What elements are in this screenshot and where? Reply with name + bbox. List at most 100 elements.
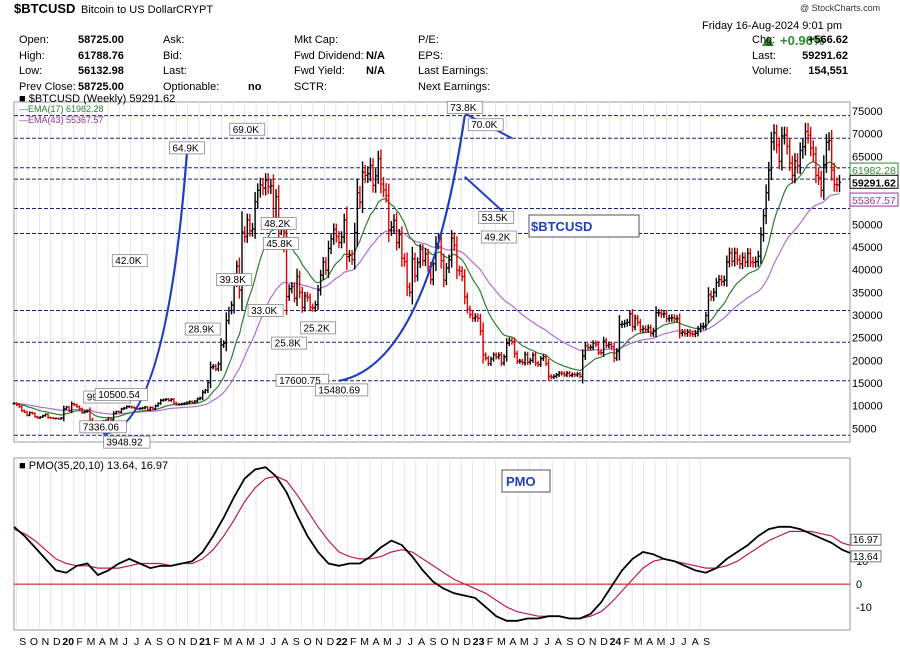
annotation-text: 15480.69: [318, 385, 360, 396]
symbol-box: $BTCUSD: [528, 214, 640, 238]
price-bar: [531, 352, 535, 363]
price-bar: [366, 166, 370, 183]
x-axis-label: N: [589, 636, 597, 648]
pmo-value-text: 13.64: [853, 552, 878, 563]
price-bar: [630, 308, 634, 332]
price-label-box: [849, 192, 899, 207]
price-bar: [169, 397, 173, 402]
ema17-line: [13, 161, 840, 419]
symbol-box-frame: [528, 214, 640, 238]
x-axis-label: F: [624, 636, 630, 648]
price-chart: 5000 10000 15000 20000 25000 30000 35000 40000 4…: [12, 93, 899, 449]
x-axis-label: 23: [473, 636, 485, 648]
x-axis-label: S: [566, 636, 573, 648]
price-bar: [371, 158, 375, 193]
annotation-box: [260, 217, 297, 230]
price-bar: [458, 265, 462, 276]
price-bar: [746, 248, 750, 268]
annotation-box: [216, 273, 253, 287]
price-bar: [264, 173, 268, 196]
price-bar: [730, 247, 734, 267]
price-bar: [167, 398, 171, 402]
y-tick-label: 20000: [852, 355, 883, 367]
price-bar: [49, 416, 53, 419]
price-bar: [67, 405, 71, 413]
x-axis-label: M: [223, 636, 232, 648]
price-bar: [143, 405, 147, 410]
price-bar: [741, 252, 745, 270]
annotation-text: 70.0K: [471, 120, 497, 131]
annotation-box: [169, 141, 205, 155]
x-axis-label: M: [520, 636, 529, 648]
price-bar: [444, 262, 448, 286]
peak-annotation: 42.0K: [111, 254, 148, 268]
price-bar: [809, 126, 813, 157]
x-axis-label: F: [213, 636, 219, 648]
annotation-box: [79, 420, 127, 434]
price-bar: [539, 356, 543, 367]
price-bar: [623, 319, 627, 328]
price-bar: [22, 409, 26, 414]
peak-annotation: 3948.92: [102, 435, 151, 449]
annotation-text: 28.9K: [188, 325, 214, 336]
quote-label: Low:: [19, 65, 43, 77]
annotation-box: [300, 321, 336, 335]
price-bar: [230, 301, 234, 315]
x-axis-label: J: [271, 636, 276, 648]
price-bar: [806, 122, 810, 144]
price-bar: [725, 255, 729, 287]
price-bar: [43, 413, 47, 417]
x-axis-label: S: [430, 636, 437, 648]
annotation-text: 17600.75: [279, 376, 321, 387]
annotation-box: [111, 254, 148, 268]
price-bar: [578, 371, 582, 379]
price-bar: [633, 314, 637, 331]
price-bar: [256, 183, 260, 209]
x-axis-label: S: [19, 636, 26, 648]
price-bar: [769, 131, 773, 181]
price-bar: [827, 132, 831, 151]
x-axis-label: A: [236, 636, 243, 648]
peak-annotation: 48.2K: [260, 217, 297, 230]
pmo-box-text: PMO: [506, 474, 536, 489]
price-bar: [410, 246, 414, 305]
x-axis-label: O: [304, 636, 312, 648]
quote-label: Fwd Yield:: [294, 65, 345, 77]
price-label: 59291.62: [849, 174, 899, 189]
price-bar: [41, 414, 45, 419]
annotation-text: 39.8K: [220, 275, 246, 286]
price-bar: [455, 236, 459, 280]
y-tick-label: 25000: [852, 333, 883, 345]
price-bar: [680, 329, 684, 337]
x-axis-label: N: [178, 636, 186, 648]
annotation-text: 3948.92: [106, 438, 143, 449]
x-axis-label: M: [87, 636, 96, 648]
price-bar: [224, 312, 228, 352]
price-bar: [269, 178, 273, 194]
price-bar: [379, 149, 383, 194]
price-bar: [782, 126, 786, 145]
price-bar: [581, 349, 585, 384]
x-axis-label: O: [440, 636, 448, 648]
price-bar: [709, 290, 713, 302]
annotation-text: 69.0K: [233, 125, 259, 136]
price-bar: [177, 403, 181, 406]
price-bar: [405, 252, 409, 297]
price-bar: [308, 293, 312, 312]
price-bar: [326, 240, 330, 279]
annotation-text: 10500.54: [98, 390, 140, 401]
x-axis-label: 22: [336, 636, 348, 648]
quote-label: Prev Close:: [19, 80, 76, 93]
pmo-box-frame: [501, 469, 551, 493]
x-axis-label: N: [315, 636, 323, 648]
price-bar: [610, 341, 614, 350]
price-bar: [801, 138, 805, 159]
y-tick-label: 15000: [852, 378, 883, 390]
price-bar: [706, 287, 710, 324]
price-bar: [138, 407, 142, 411]
x-axis-label: J: [670, 636, 675, 648]
price-bar: [468, 305, 472, 319]
price-bar: [329, 233, 333, 255]
price-bar: [476, 313, 480, 322]
annotation-box: [184, 322, 221, 336]
